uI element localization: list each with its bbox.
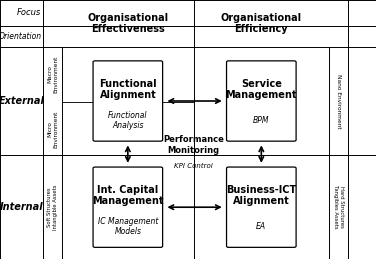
FancyBboxPatch shape — [93, 167, 163, 247]
Text: Orientation: Orientation — [0, 32, 41, 41]
Text: Soft Structures
Intangible Assets: Soft Structures Intangible Assets — [47, 184, 58, 230]
Text: Functional
Alignment: Functional Alignment — [99, 78, 157, 100]
FancyBboxPatch shape — [93, 61, 163, 141]
Text: Functional
Analysis: Functional Analysis — [108, 111, 148, 130]
Text: Internal: Internal — [0, 202, 44, 212]
Text: EA: EA — [256, 222, 266, 231]
Text: Micro
Environment: Micro Environment — [47, 110, 58, 148]
Text: KPI Control: KPI Control — [174, 163, 213, 169]
Text: Hard Structures
Tangibles Assets: Hard Structures Tangibles Assets — [333, 185, 344, 229]
Text: Performance
Monitoring: Performance Monitoring — [163, 135, 224, 155]
Text: Business-ICT
Alignment: Business-ICT Alignment — [226, 185, 296, 206]
Text: Service
Management: Service Management — [226, 78, 297, 100]
FancyBboxPatch shape — [226, 167, 296, 247]
Text: Int. Capital
Management: Int. Capital Management — [92, 185, 164, 206]
Text: Macro
Environment: Macro Environment — [47, 56, 58, 93]
Text: Organisational
Effectiveness: Organisational Effectiveness — [87, 12, 168, 34]
Text: Focus: Focus — [17, 9, 41, 17]
Text: External: External — [0, 96, 45, 106]
Text: Organisational
Efficiency: Organisational Efficiency — [221, 12, 302, 34]
Text: BPM: BPM — [253, 116, 270, 125]
Text: Nano Environment: Nano Environment — [336, 74, 341, 128]
Text: IC Management
Models: IC Management Models — [98, 217, 158, 236]
FancyBboxPatch shape — [226, 61, 296, 141]
